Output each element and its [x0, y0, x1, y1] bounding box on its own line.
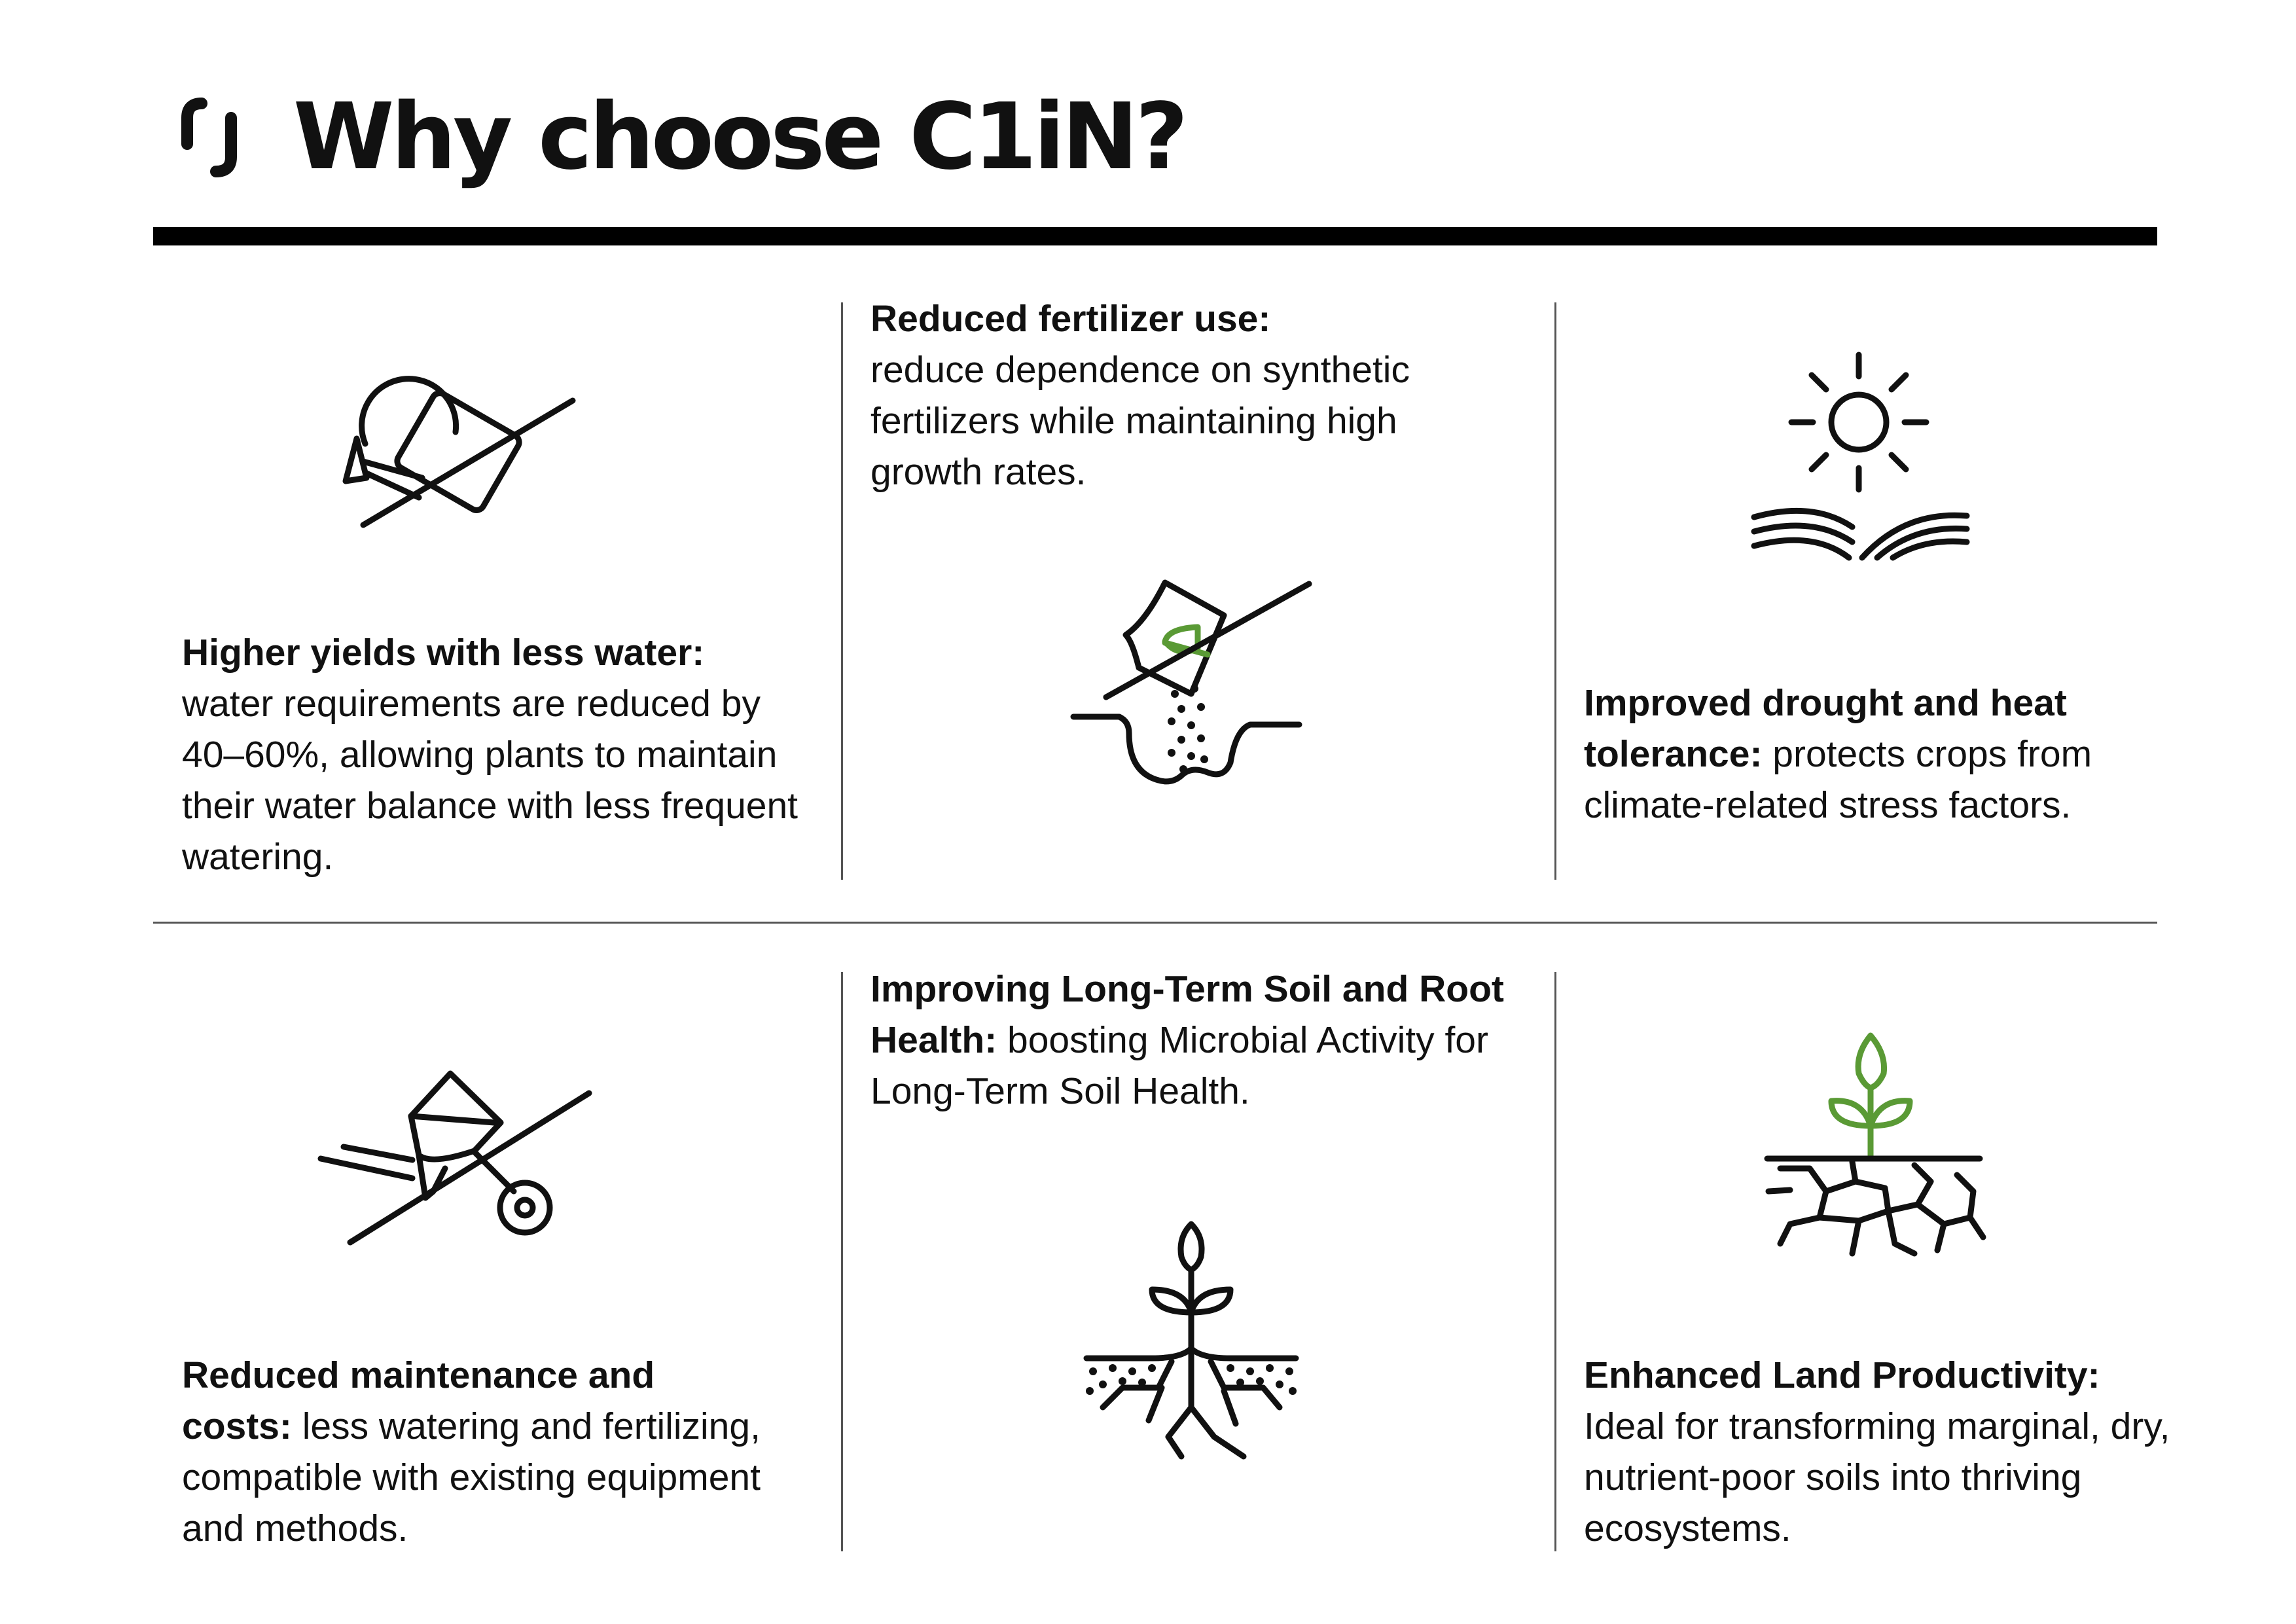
- page-title: Why choose C1iN?: [293, 84, 1189, 190]
- sun-over-field-icon: [1751, 352, 1970, 561]
- feature-body: protects crops from climate-related stre…: [1584, 733, 2092, 826]
- feature-text: Enhanced Land Productivity: Ideal for tr…: [1584, 1350, 2173, 1554]
- crossed-wheelbarrow-icon: [317, 1070, 592, 1246]
- feature-body: reduce dependence on synthetic fertilize…: [870, 349, 1410, 493]
- feature-body: Ideal for transforming marginal, dry, nu…: [1584, 1405, 2170, 1549]
- feature-body: water requirements are reduced by 40–60%…: [182, 683, 798, 878]
- c1in-logo-icon: [181, 98, 237, 177]
- column-divider-2: [1554, 302, 1556, 880]
- feature-heading: Improving Long-Term Soil and Root Health…: [870, 968, 1504, 1061]
- sprout-on-cracked-soil-icon: [1764, 1032, 1986, 1257]
- column-divider-3: [841, 972, 843, 1551]
- feature-heading: Improved drought and heat tolerance:: [1584, 682, 2067, 775]
- feature-heading: Higher yields with less water:: [182, 632, 705, 674]
- column-divider-1: [841, 302, 843, 880]
- plant-roots-in-soil-icon: [1083, 1221, 1299, 1460]
- feature-heading: Reduced maintenance and costs:: [182, 1354, 655, 1447]
- feature-body: less watering and fertilizing, compatibl…: [182, 1405, 761, 1549]
- column-divider-4: [1554, 972, 1556, 1551]
- feature-text: Reduced maintenance and costs: less wate…: [182, 1350, 771, 1554]
- feature-text: Improved drought and heat tolerance: pro…: [1584, 677, 2147, 831]
- feature-heading: Enhanced Land Productivity:: [1584, 1354, 2100, 1396]
- feature-heading: Reduced fertilizer use:: [870, 298, 1271, 340]
- crossed-fertilizer-bag-icon: [1070, 579, 1312, 785]
- row-divider: [153, 922, 2157, 924]
- feature-text: Higher yields with less water: water req…: [182, 627, 823, 882]
- feature-text: Reduced fertilizer use: reduce dependenc…: [870, 293, 1486, 497]
- header-rule: [153, 227, 2157, 245]
- crossed-watering-can-icon: [342, 376, 576, 528]
- feature-body: boosting Microbial Activity for Long-Ter…: [870, 1019, 1488, 1112]
- feature-text: Improving Long-Term Soil and Root Health…: [870, 964, 1538, 1117]
